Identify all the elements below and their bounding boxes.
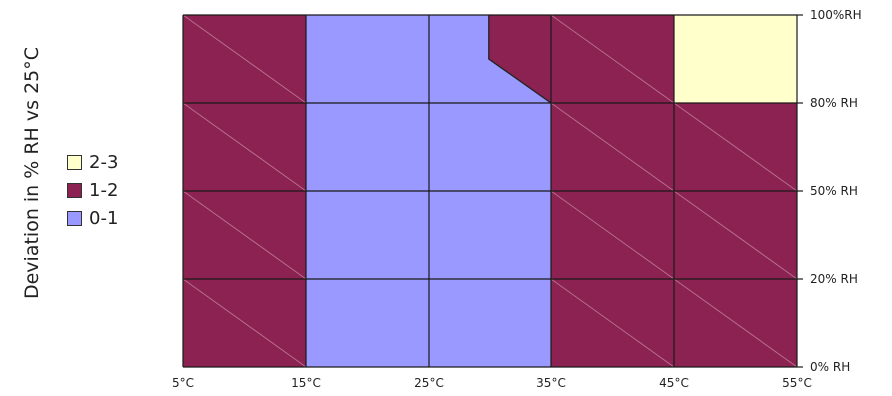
x-tick-label-1: 15°C [291,376,321,390]
legend-swatch-1-2 [67,182,82,198]
cell-r0-c0-hatch [182,14,307,104]
cell-r1-c4-hatch [673,102,798,192]
cell-r2-c0-hatch [182,190,307,280]
cell-r0-c2-edge [488,15,552,104]
cell-r0-c2-overlay [488,15,551,103]
cell-r0-c3-hatch [550,14,675,104]
y-tick-label-0: 0% RH [810,360,850,374]
cell-r1-c0-hatch [182,102,307,192]
legend-swatch-2-3 [67,154,82,170]
cell-r1-c2 [429,103,551,191]
cell-r0-c1 [306,15,429,103]
legend-label-0-1: 0-1 [89,207,119,229]
cell-r3-c4-hatch [673,278,798,368]
x-tick-label-2: 25°C [414,376,444,390]
legend-item-0-1: 0-1 [67,204,118,232]
legend-label-2-3: 2-3 [89,151,119,173]
legend-item-1-2: 1-2 [67,176,118,204]
y-axis-label: Deviation in % RH vs 25°C [21,46,43,300]
cell-r2-c2 [429,191,551,279]
legend-item-2-3: 2-3 [67,148,118,176]
cell-r3-c3-hatch [550,278,675,368]
cell-r0-c4 [674,15,797,103]
cell-r1-c3-hatch [550,102,675,192]
y-tick-label-2: 50% RH [810,184,858,198]
cell-r2-c1 [306,191,429,279]
y-tick-label-1: 20% RH [810,272,858,286]
cell-r3-c0-hatch [182,278,307,368]
x-tick-label-3: 35°C [536,376,566,390]
cell-r2-c3-hatch [550,190,675,280]
y-tick-label-3: 80% RH [810,96,858,110]
legend-swatch-0-1 [67,210,82,226]
legend: 2-3 1-2 0-1 [67,148,118,232]
cell-r1-c1 [306,103,429,191]
x-tick-label-4: 45°C [659,376,689,390]
x-tick-label-0: 5°C [172,376,194,390]
cell-r2-c4-hatch [673,190,798,280]
cell-r3-c1 [306,279,429,367]
legend-label-1-2: 1-2 [89,179,119,201]
y-tick-label-4: 100%RH [810,8,862,22]
x-tick-label-5: 55°C [782,376,812,390]
cell-r3-c2 [429,279,551,367]
